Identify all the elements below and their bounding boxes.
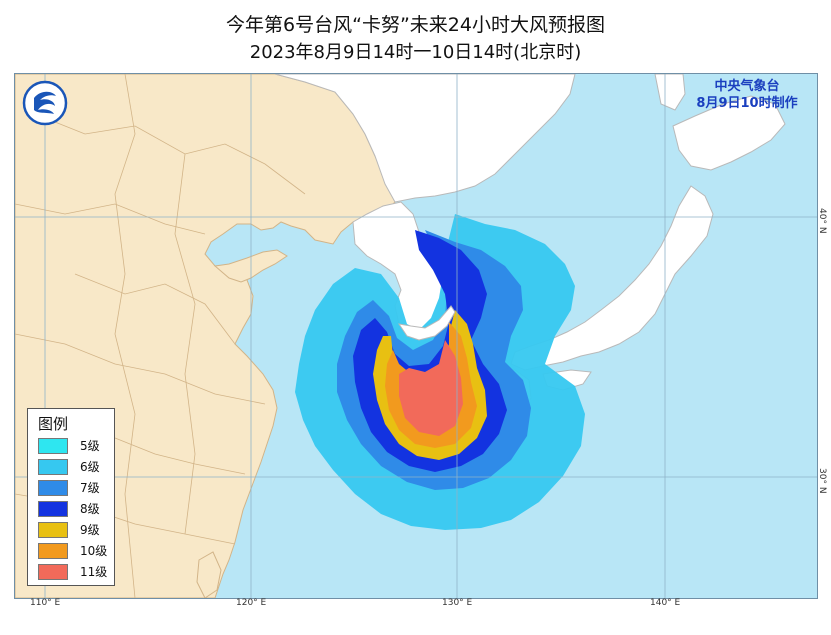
lon-label-120: 120° E [236, 598, 267, 608]
map-title: 今年第6号台风“卡努”未来24小时大风预报图 [226, 14, 605, 36]
lat-label-30: 30° N [817, 468, 827, 494]
legend-label: 11级 [80, 565, 108, 579]
typhoon-wind-map [15, 74, 817, 598]
legend-label: 7级 [80, 481, 100, 495]
issue-time: 8月9日10时制作 [696, 96, 798, 111]
legend-label: 9级 [80, 523, 100, 537]
map-subtitle: 2023年8月9日14时一10日14时(北京时) [249, 42, 582, 63]
issuing-agency: 中央气象台 8月9日10时制作 [687, 78, 807, 112]
legend-label: 10级 [80, 544, 108, 558]
cma-logo-icon [22, 80, 68, 126]
lon-label-110: 110° E [30, 598, 61, 608]
legend-label: 6级 [80, 460, 100, 474]
legend-swatch [38, 501, 68, 517]
legend-title: 图例 [38, 415, 69, 433]
legend-label: 5级 [80, 439, 100, 453]
legend: 图例 5级 6级 7级 8级 9级 10级 11级 [27, 408, 115, 586]
japan-hokkaido [672, 95, 786, 171]
legend-swatch [38, 564, 68, 580]
wind-swaths [295, 214, 585, 530]
lat-label-40: 40° N [817, 208, 827, 234]
agency-name: 中央气象台 [714, 79, 780, 94]
map-area [14, 73, 818, 599]
taiwan [196, 551, 222, 598]
legend-swatch [38, 543, 68, 559]
wind-level-11 [399, 340, 463, 436]
legend-swatch [38, 522, 68, 538]
sakhalin [654, 74, 686, 111]
legend-swatch [38, 438, 68, 454]
legend-swatch [38, 480, 68, 496]
legend-swatch [38, 459, 68, 475]
lon-label-140: 140° E [650, 598, 681, 608]
korea-south-tip [397, 305, 456, 341]
lon-label-130: 130° E [442, 598, 473, 608]
legend-label: 8级 [80, 502, 100, 516]
russia-far-east [274, 74, 576, 203]
